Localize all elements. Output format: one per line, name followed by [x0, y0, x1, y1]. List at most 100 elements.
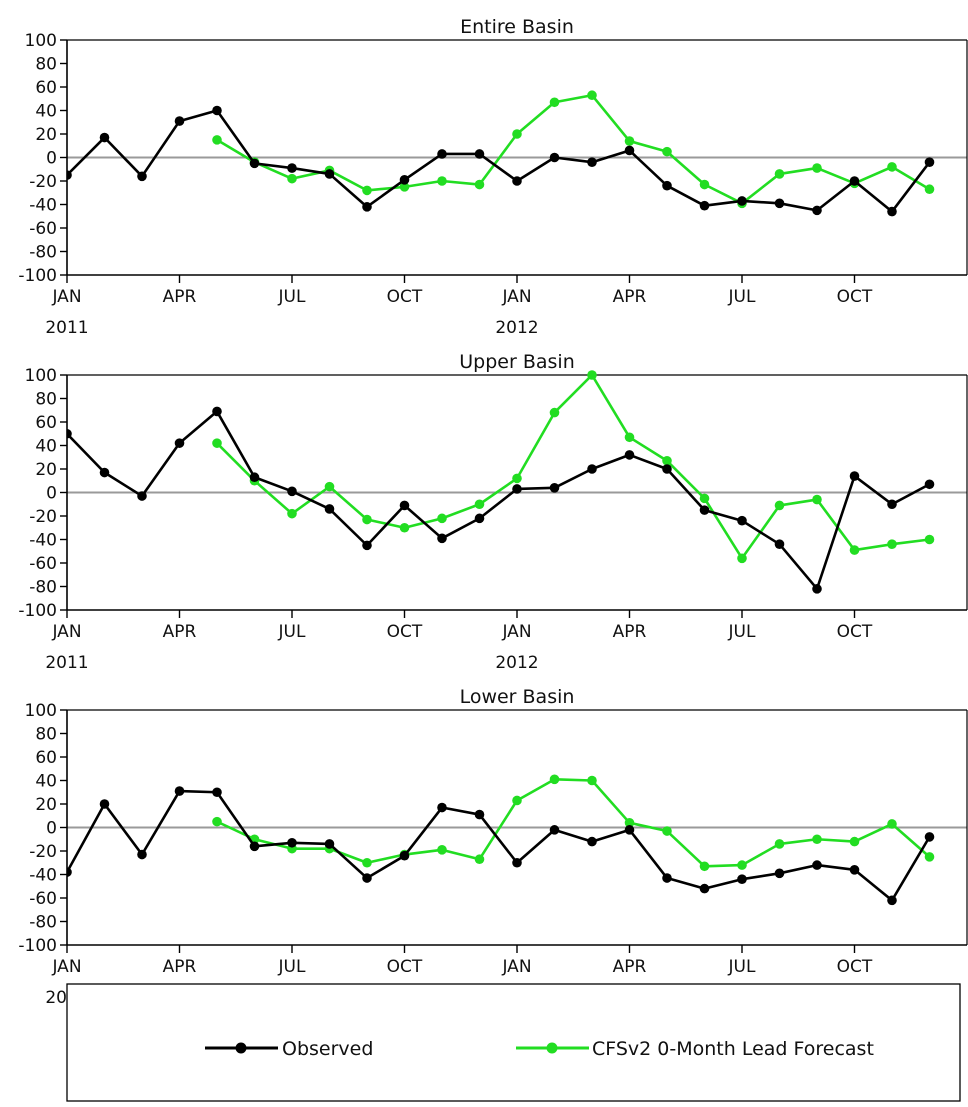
y-tick-label: 0 [46, 484, 57, 504]
data-point [587, 370, 597, 380]
data-point [512, 857, 522, 868]
forecast-series [212, 774, 935, 872]
observed-series [67, 105, 935, 217]
data-point [474, 809, 485, 820]
data-point [399, 182, 410, 192]
data-point [699, 505, 710, 515]
x-tick-label: APR [613, 622, 647, 642]
y-tick-label: -40 [29, 866, 57, 886]
x-year-label: 2012 [495, 653, 538, 673]
data-point [737, 860, 747, 870]
data-point [212, 438, 222, 448]
data-point [324, 504, 335, 514]
data-point [774, 198, 785, 209]
data-point [662, 464, 672, 474]
data-point [137, 491, 147, 501]
data-point [437, 176, 447, 186]
x-tick-label: APR [163, 287, 197, 307]
y-tick-label: 60 [35, 78, 57, 98]
y-tick-label: -100 [18, 266, 57, 286]
x-tick-label: APR [613, 957, 647, 977]
y-tick-label: 60 [35, 413, 57, 433]
data-point [624, 818, 635, 828]
y-tick-label: 20 [35, 125, 57, 145]
data-point [549, 152, 560, 163]
data-point [287, 163, 297, 173]
x-tick-label: JAN [501, 957, 531, 977]
data-point [812, 494, 822, 505]
data-point [137, 171, 147, 182]
legend-observed-label: Observed [282, 1038, 373, 1060]
data-point [887, 206, 897, 217]
y-tick-label: 40 [35, 102, 57, 122]
y-tick-label: 80 [35, 725, 57, 745]
data-point [812, 205, 822, 216]
data-point [699, 861, 710, 872]
x-tick-label: JAN [501, 622, 531, 642]
data-point [924, 479, 935, 490]
data-point [437, 845, 447, 855]
data-point [849, 176, 860, 186]
y-tick-label: 80 [35, 55, 57, 75]
data-point [624, 145, 635, 156]
data-point [249, 158, 260, 169]
y-tick-label: 60 [35, 748, 57, 768]
data-point [924, 852, 935, 862]
x-tick-label: JUL [728, 622, 756, 642]
x-tick-label: OCT [387, 622, 423, 642]
data-point [512, 176, 522, 186]
y-tick-label: 0 [46, 149, 57, 169]
data-point [399, 850, 410, 861]
data-point [737, 553, 747, 564]
chart-panel-2: Upper Basin100806040200-20-40-60-80-100J… [18, 351, 968, 673]
y-tick-label: 20 [35, 795, 57, 815]
series-line [67, 410, 931, 591]
data-point [99, 132, 110, 143]
data-point [774, 169, 785, 179]
data-point [924, 534, 935, 545]
x-tick-label: JAN [501, 287, 531, 307]
chart-title: Entire Basin [460, 16, 574, 38]
data-point [812, 163, 822, 173]
series-line [216, 778, 931, 868]
x-tick-label: JUL [278, 957, 306, 977]
y-tick-label: -80 [29, 243, 57, 263]
data-point [287, 837, 297, 848]
data-point [624, 450, 635, 460]
data-point [99, 467, 110, 478]
y-tick-label: -100 [18, 936, 57, 956]
y-tick-label: 100 [25, 701, 57, 721]
data-point [887, 895, 897, 906]
data-point [924, 184, 935, 195]
data-point [662, 180, 672, 191]
data-point [662, 455, 672, 466]
chart-panel-1: Entire Basin 100 80 60 40 20 0 -20 -40 -60 -80 -100… [18, 16, 968, 338]
legend-forecast-label: CFSv2 0-Month Lead Forecast [592, 1038, 874, 1060]
data-point [212, 105, 222, 116]
data-point [737, 515, 747, 526]
data-point [624, 432, 635, 443]
data-point [887, 819, 897, 829]
data-point [249, 472, 260, 483]
x-tick-label: JAN [51, 622, 81, 642]
data-point [174, 116, 185, 126]
data-point [662, 146, 672, 157]
chart-title: Lower Basin [460, 686, 575, 708]
y-tick-label: 40 [35, 772, 57, 792]
data-point [99, 799, 110, 809]
data-point [362, 514, 372, 525]
x-tick-label: JUL [728, 287, 756, 307]
data-point [437, 513, 447, 524]
series-line [67, 789, 931, 902]
y-tick-label: 100 [25, 366, 57, 386]
data-point [549, 97, 560, 108]
data-point [212, 135, 222, 145]
data-point [549, 483, 560, 493]
data-point [212, 787, 222, 798]
x-tick-label: APR [163, 622, 197, 642]
x-tick-label: OCT [837, 287, 873, 307]
chart-panel-3: Lower Basin100806040200-20-40-60-80-100J… [18, 686, 968, 1008]
data-point [849, 865, 860, 875]
data-point [887, 162, 897, 172]
data-point [287, 486, 297, 497]
